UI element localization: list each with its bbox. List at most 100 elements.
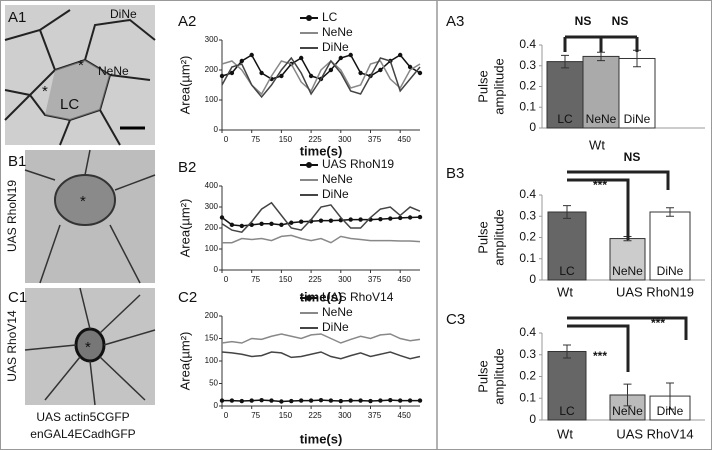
point bbox=[388, 216, 393, 221]
error-bar bbox=[563, 344, 571, 359]
point bbox=[249, 52, 254, 58]
point bbox=[328, 218, 334, 223]
point bbox=[259, 221, 264, 226]
annotation: *** bbox=[593, 349, 607, 363]
category-label: DiNe bbox=[624, 112, 651, 126]
x-tick-label: 225 bbox=[308, 275, 322, 284]
genotype-label: UAS RhoV14 bbox=[5, 310, 19, 382]
legend-marker bbox=[306, 162, 312, 168]
panel-title: C3 bbox=[446, 311, 465, 328]
panel-title: B2 bbox=[178, 159, 196, 176]
y-tick-label: 0.3 bbox=[519, 208, 536, 222]
y-tick-label: 0 bbox=[529, 120, 536, 134]
category-label: LC bbox=[559, 404, 575, 418]
point bbox=[348, 217, 353, 222]
point bbox=[348, 52, 353, 58]
point bbox=[378, 398, 383, 403]
x-tick-label: 0 bbox=[224, 275, 229, 284]
point bbox=[219, 73, 225, 79]
legend-label: NeNe bbox=[322, 25, 353, 39]
point bbox=[239, 223, 244, 229]
point bbox=[348, 398, 353, 403]
y-tick-label: 0 bbox=[214, 401, 219, 410]
point bbox=[398, 398, 403, 403]
y-tick-label: 0.1 bbox=[519, 251, 536, 265]
series-line bbox=[221, 53, 421, 80]
region-label: DiNe bbox=[110, 7, 137, 21]
x-tick-label: 450 bbox=[398, 275, 412, 284]
x-axis-label: time(s) bbox=[300, 289, 343, 304]
point bbox=[289, 398, 294, 404]
y-axis-label: amplitude bbox=[491, 58, 506, 114]
y-tick-label: 200 bbox=[205, 311, 219, 320]
x-tick-label: 0 bbox=[224, 411, 229, 420]
x-tick-label: 75 bbox=[251, 275, 260, 284]
point bbox=[388, 397, 393, 403]
x-tick-label: 450 bbox=[398, 135, 412, 144]
caption: enGAL4ECadhGFP bbox=[30, 427, 135, 441]
point bbox=[299, 219, 304, 224]
series-line bbox=[221, 333, 421, 344]
x-tick-label: 150 bbox=[279, 411, 293, 420]
category-label: LC bbox=[559, 264, 575, 278]
point bbox=[417, 398, 423, 403]
bracket bbox=[567, 178, 630, 240]
bracket bbox=[567, 316, 688, 340]
series-line bbox=[221, 351, 421, 360]
annotation: NS bbox=[624, 150, 641, 164]
y-tick-label: 150 bbox=[205, 334, 219, 343]
legend-label: NeNe bbox=[322, 305, 353, 319]
region-label: NeNe bbox=[98, 64, 129, 78]
x-tick-label: 450 bbox=[398, 411, 412, 420]
legend-label: LC bbox=[322, 10, 338, 24]
y-axis-label: amplitude bbox=[491, 209, 506, 265]
y-tick-label: 0 bbox=[529, 412, 536, 426]
point bbox=[358, 70, 363, 76]
panel-label: A1 bbox=[8, 9, 26, 26]
y-tick-label: 100 bbox=[205, 244, 219, 253]
legend-label: DiNe bbox=[322, 40, 349, 54]
point bbox=[358, 217, 363, 222]
group-label: UAS RhoN19 bbox=[616, 284, 694, 299]
point bbox=[417, 70, 423, 76]
y-tick-label: 0.2 bbox=[519, 230, 536, 244]
point bbox=[378, 216, 383, 222]
panel-title: B3 bbox=[446, 165, 464, 182]
point bbox=[318, 397, 324, 403]
point bbox=[259, 397, 264, 403]
point bbox=[407, 215, 413, 220]
legend-label: NeNe bbox=[322, 172, 353, 186]
y-tick-label: 0.4 bbox=[519, 37, 536, 51]
category-label: DiNe bbox=[657, 264, 684, 278]
point bbox=[299, 398, 304, 403]
y-tick-label: 0.2 bbox=[519, 369, 536, 383]
x-tick-label: 75 bbox=[251, 135, 260, 144]
x-tick-label: 300 bbox=[338, 411, 352, 420]
y-tick-label: 400 bbox=[205, 181, 219, 190]
x-tick-label: 375 bbox=[368, 135, 382, 144]
point bbox=[289, 220, 294, 225]
error-bar bbox=[563, 205, 571, 219]
bar bbox=[582, 55, 620, 129]
y-tick-label: 0 bbox=[214, 125, 219, 134]
x-tick-label: 75 bbox=[251, 411, 260, 420]
group-label: Wt bbox=[589, 137, 605, 152]
y-tick-label: 0.1 bbox=[519, 390, 536, 404]
point bbox=[378, 67, 383, 73]
series-line bbox=[221, 56, 421, 99]
category-label: NeNe bbox=[612, 404, 643, 418]
y-tick-label: 100 bbox=[205, 95, 219, 104]
legend-label: DiNe bbox=[322, 320, 349, 334]
y-axis-label: Pulse bbox=[475, 70, 490, 103]
bracket bbox=[567, 324, 630, 372]
point bbox=[299, 55, 304, 61]
point bbox=[368, 398, 373, 404]
category-label: NeNe bbox=[612, 264, 643, 278]
y-tick-label: 200 bbox=[205, 223, 219, 232]
asterisk: * bbox=[80, 193, 86, 210]
point bbox=[338, 398, 343, 404]
panel-title: C2 bbox=[178, 289, 197, 306]
annotation: *** bbox=[651, 316, 665, 330]
error-bar bbox=[561, 54, 569, 69]
